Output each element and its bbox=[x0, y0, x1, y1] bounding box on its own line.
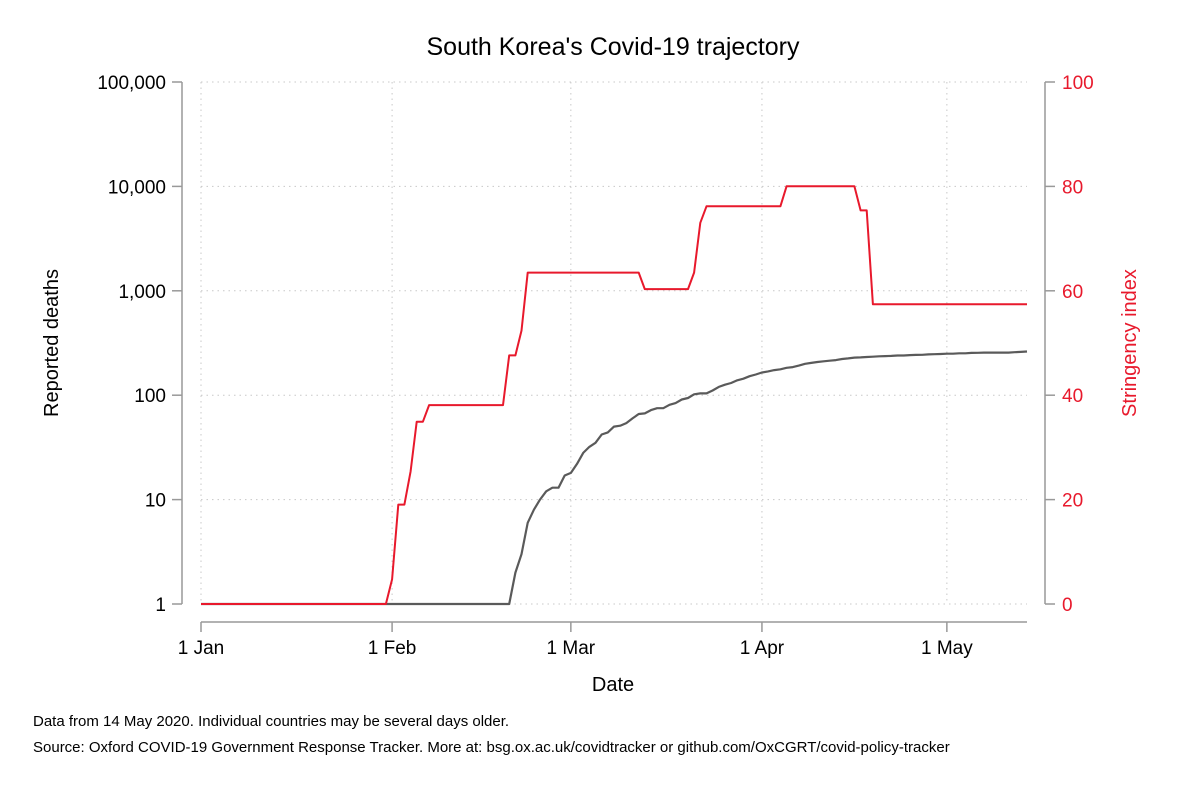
right-tick-label: 20 bbox=[1062, 491, 1083, 512]
y-axis-right-title: Stringency index bbox=[1119, 269, 1141, 417]
right-tick-label: 40 bbox=[1062, 386, 1083, 407]
right-tick-label: 60 bbox=[1062, 282, 1083, 303]
left-tick-label: 100 bbox=[134, 386, 166, 407]
left-tick-label: 100,000 bbox=[97, 73, 166, 94]
left-tick-label: 1 bbox=[155, 595, 166, 616]
source-note: Source: Oxford COVID-19 Government Respo… bbox=[33, 739, 950, 756]
left-tick-label: 10,000 bbox=[108, 177, 166, 198]
grid bbox=[200, 81, 1027, 605]
data-note: Data from 14 May 2020. Individual countr… bbox=[33, 713, 509, 730]
right-tick-label: 80 bbox=[1062, 177, 1083, 198]
chart-title: South Korea's Covid-19 trajectory bbox=[426, 33, 800, 61]
x-tick-label: 1 Apr bbox=[740, 638, 785, 659]
stringency-series-line bbox=[201, 185, 1027, 605]
right-tick-label: 100 bbox=[1062, 73, 1094, 94]
right-tick-label: 0 bbox=[1062, 595, 1073, 616]
x-axis-title: Date bbox=[592, 674, 634, 696]
left-axis-ticks: 1 10 100 1,000 10,000 100,000 bbox=[97, 73, 182, 616]
left-tick-label: 1,000 bbox=[118, 282, 166, 303]
deaths-series-line bbox=[201, 350, 1028, 606]
x-axis-ticks: 1 Jan 1 Feb 1 Mar 1 Apr 1 May bbox=[178, 622, 973, 659]
y-axis-left-title: Reported deaths bbox=[41, 269, 63, 417]
x-tick-label: 1 May bbox=[921, 638, 973, 659]
x-tick-label: 1 Jan bbox=[178, 638, 224, 659]
x-tick-label: 1 Mar bbox=[547, 638, 596, 659]
series bbox=[201, 185, 1028, 606]
right-axis-ticks: 0 20 40 60 80 100 bbox=[1045, 73, 1094, 616]
x-tick-label: 1 Feb bbox=[368, 638, 417, 659]
left-tick-label: 10 bbox=[145, 491, 166, 512]
